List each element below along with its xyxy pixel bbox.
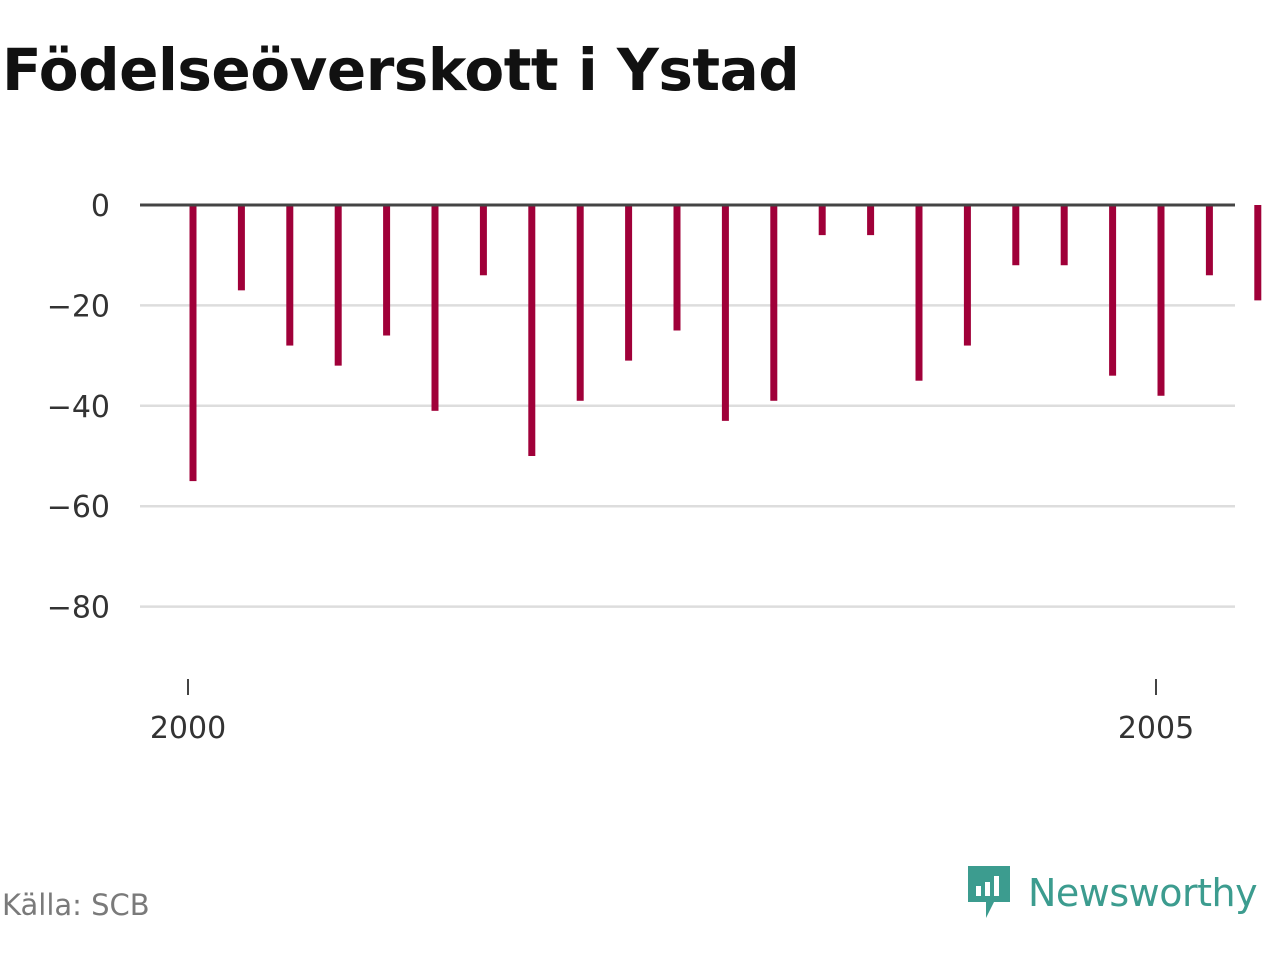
x-tick-label: 2005	[1118, 711, 1194, 746]
bar	[479, 205, 487, 276]
bar	[915, 205, 923, 381]
brand-logo[interactable]: Newsworthy	[964, 862, 1258, 924]
bar	[770, 205, 778, 401]
brand-name: Newsworthy	[1028, 871, 1258, 915]
bar	[237, 205, 245, 291]
bar	[1109, 205, 1117, 376]
chart-title: Födelseöverskott i Ystad	[2, 36, 800, 104]
y-tick-label: −60	[47, 490, 110, 525]
bar	[189, 205, 197, 482]
bar	[625, 205, 633, 361]
bar	[1157, 205, 1165, 396]
y-tick-label: −40	[47, 390, 110, 425]
bar	[963, 205, 971, 346]
bar	[383, 205, 391, 336]
bar	[1254, 205, 1262, 301]
bar	[576, 205, 584, 401]
bar	[1205, 205, 1213, 276]
y-axis-ticks: 0 −20 −40 −60 −80	[47, 189, 110, 626]
bar	[867, 205, 875, 236]
bar	[431, 205, 439, 411]
y-tick-label: −80	[47, 591, 110, 626]
x-axis-ticks: 200020052010201520202025	[150, 679, 1194, 746]
bar	[334, 205, 342, 366]
bar	[528, 205, 536, 456]
bars	[189, 205, 1262, 482]
bar	[1012, 205, 1020, 266]
bar	[721, 205, 729, 421]
bar	[286, 205, 294, 346]
y-tick-label: 0	[91, 189, 110, 224]
bar	[1060, 205, 1068, 266]
x-tick-label: 2000	[150, 711, 226, 746]
bar	[818, 205, 826, 236]
newsworthy-logo-icon	[968, 866, 1010, 918]
y-tick-label: −20	[47, 289, 110, 324]
bar	[673, 205, 681, 331]
gridlines	[140, 304, 1235, 608]
source-label: Källa: SCB	[2, 888, 150, 922]
